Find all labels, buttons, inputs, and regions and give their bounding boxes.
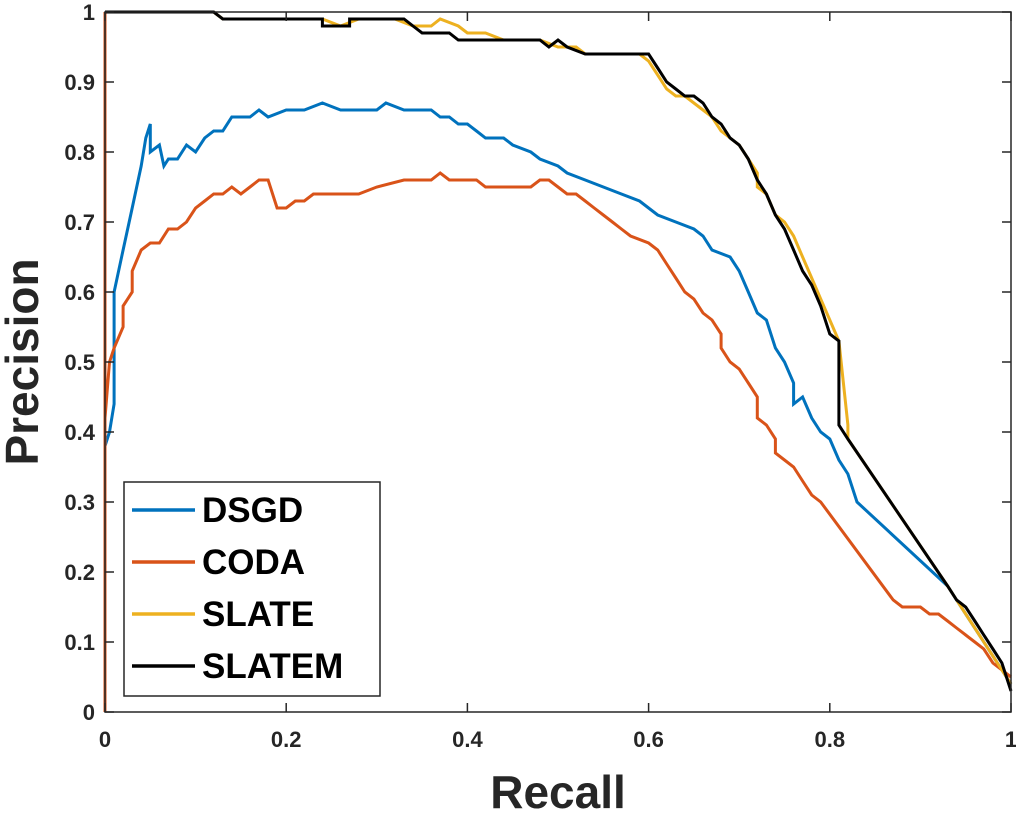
series-line-dsgd xyxy=(103,101,1013,685)
y-tick-label: 0.2 xyxy=(64,560,95,585)
y-tick-label: 0.8 xyxy=(64,140,95,165)
x-tick-label: 1 xyxy=(1005,727,1016,752)
y-axis-title: Precision xyxy=(0,258,48,465)
x-tick-label: 0.4 xyxy=(452,727,483,752)
series-layer xyxy=(103,10,1013,712)
legend-label-slatem: SLATEM xyxy=(202,647,343,686)
y-tick-label: 1 xyxy=(83,0,95,25)
x-tick-label: 0.6 xyxy=(633,727,664,752)
y-tick-label: 0.9 xyxy=(64,70,95,95)
x-axis-ticks: 0 0.2 0.4 0.6 0.8 1 xyxy=(99,12,1016,752)
series-line-slate xyxy=(105,10,1013,685)
legend-label-slate: SLATE xyxy=(202,595,314,634)
series-line-coda xyxy=(103,12,1012,712)
legend-label-coda: CODA xyxy=(202,543,305,582)
y-tick-label: 0.3 xyxy=(64,490,95,515)
legend: DSGD CODA SLATE SLATEM xyxy=(123,481,381,697)
x-tick-label: 0.8 xyxy=(815,727,846,752)
x-tick-label: 0 xyxy=(99,727,111,752)
x-tick-label: 0.2 xyxy=(271,727,302,752)
y-tick-label: 0.7 xyxy=(64,210,95,235)
y-tick-label: 0 xyxy=(83,700,95,725)
y-tick-label: 0.1 xyxy=(64,630,95,655)
legend-box xyxy=(123,481,381,697)
y-tick-label: 0.6 xyxy=(64,280,95,305)
x-axis-title: Recall xyxy=(490,766,626,813)
legend-label-dsgd: DSGD xyxy=(202,491,303,530)
y-tick-label: 0.5 xyxy=(64,350,95,375)
series-line-slatem xyxy=(105,10,1013,692)
y-axis-ticks: 0 0.1 0.2 0.3 0.4 0.5 0.6 0.7 0.8 0.9 1 xyxy=(64,0,1011,725)
y-tick-label: 0.4 xyxy=(64,420,95,445)
